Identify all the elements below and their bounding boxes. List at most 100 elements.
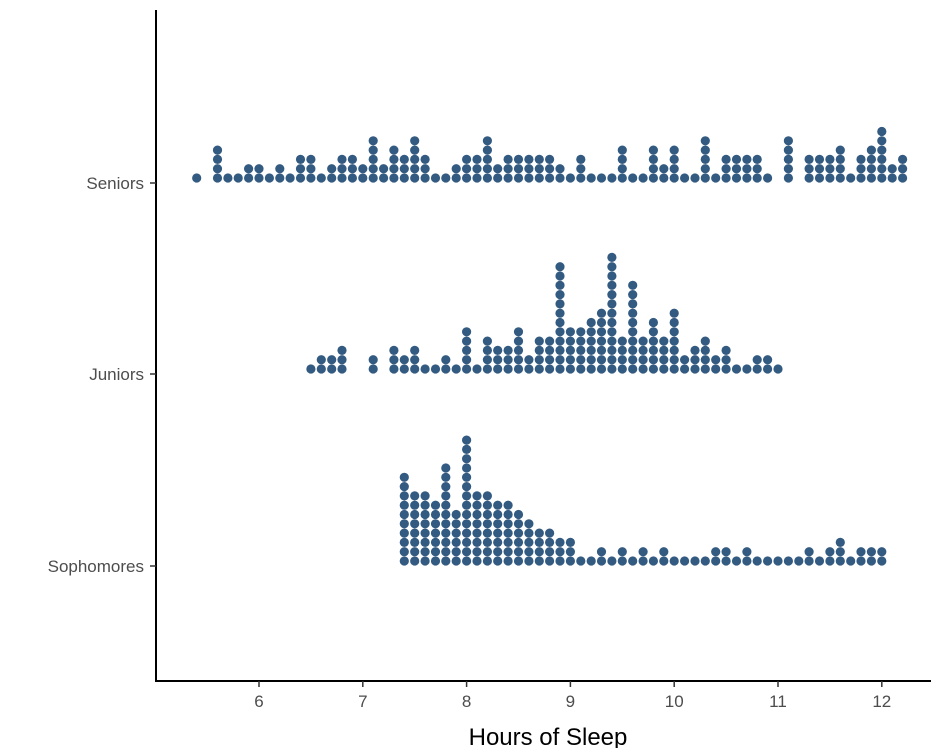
dot: [482, 136, 492, 146]
dot: [472, 556, 482, 566]
dot: [441, 173, 451, 183]
dot: [648, 556, 659, 566]
dot: [565, 173, 576, 183]
dot: [420, 500, 430, 510]
dot: [254, 173, 264, 183]
dot: [410, 364, 420, 374]
x-axis-title: Hours of Sleep: [469, 724, 628, 748]
dot: [482, 154, 492, 164]
dot: [866, 164, 877, 174]
dot: [814, 164, 825, 174]
dot: [846, 556, 856, 566]
dot: [337, 345, 347, 355]
dot: [462, 327, 472, 337]
dot: [493, 355, 503, 365]
dot: [752, 164, 762, 174]
dot: [555, 280, 565, 290]
dot: [420, 519, 430, 529]
dot: [690, 345, 700, 355]
dot: [534, 355, 544, 365]
dot: [441, 556, 451, 566]
dot: [212, 173, 223, 183]
dot: [513, 173, 524, 183]
dot: [493, 500, 503, 510]
dot: [804, 164, 814, 174]
dot: [441, 491, 451, 501]
x-tick-label: 8: [462, 692, 471, 711]
dot: [513, 364, 524, 374]
x-tick-label: 9: [566, 692, 575, 711]
dot: [212, 164, 223, 174]
dot: [648, 345, 659, 355]
dot: [576, 154, 586, 164]
dot: [628, 317, 638, 328]
dot: [410, 537, 420, 548]
dot: [545, 173, 555, 183]
dot: [275, 164, 285, 174]
dot: [337, 364, 347, 374]
dot: [565, 327, 576, 337]
dot: [628, 299, 638, 309]
dot: [430, 500, 441, 510]
dot: [430, 556, 441, 566]
dot: [337, 173, 347, 183]
dot: [493, 537, 503, 548]
dot: [648, 355, 659, 365]
dot: [617, 345, 627, 355]
dot: [420, 173, 430, 183]
dot: [555, 308, 565, 318]
dot: [399, 500, 409, 510]
dot: [389, 364, 399, 374]
dot: [399, 547, 409, 557]
dot: [513, 355, 524, 365]
dot: [648, 154, 659, 164]
dot: [524, 364, 534, 374]
dot: [669, 355, 679, 365]
dot: [835, 537, 845, 548]
dot: [866, 556, 877, 566]
dot: [607, 299, 617, 309]
dot: [866, 547, 877, 557]
dot: [576, 173, 586, 183]
dot: [596, 173, 607, 183]
dot: [472, 500, 482, 510]
dot: [420, 164, 430, 174]
dot: [503, 509, 513, 520]
dot: [877, 136, 887, 146]
dot: [783, 136, 794, 146]
x-tick-label: 11: [769, 692, 787, 711]
dot: [607, 327, 617, 337]
dot: [379, 164, 389, 174]
dot: [617, 164, 627, 174]
dot: [316, 173, 326, 183]
dot: [493, 173, 503, 183]
dot: [721, 355, 731, 365]
dot: [545, 345, 555, 355]
dot: [835, 556, 845, 566]
dot: [659, 164, 669, 174]
dot: [700, 364, 710, 374]
dot: [306, 164, 316, 174]
dot: [648, 173, 659, 183]
dot: [368, 136, 378, 146]
dot: [472, 519, 482, 529]
dot: [731, 154, 742, 164]
dot: [482, 491, 492, 501]
dot: [586, 556, 596, 566]
dot: [316, 364, 326, 374]
dot: [399, 173, 409, 183]
dot: [441, 463, 451, 473]
dot: [866, 173, 877, 183]
dot: [503, 519, 513, 529]
dot: [327, 164, 337, 174]
dot: [648, 364, 659, 374]
dot: [462, 491, 472, 501]
dot: [680, 173, 690, 183]
dot: [441, 364, 451, 374]
dot: [700, 173, 710, 183]
dot-marks: [192, 126, 908, 566]
dot: [410, 509, 420, 520]
dot: [825, 556, 835, 566]
dot: [700, 336, 710, 346]
dot: [731, 556, 742, 566]
